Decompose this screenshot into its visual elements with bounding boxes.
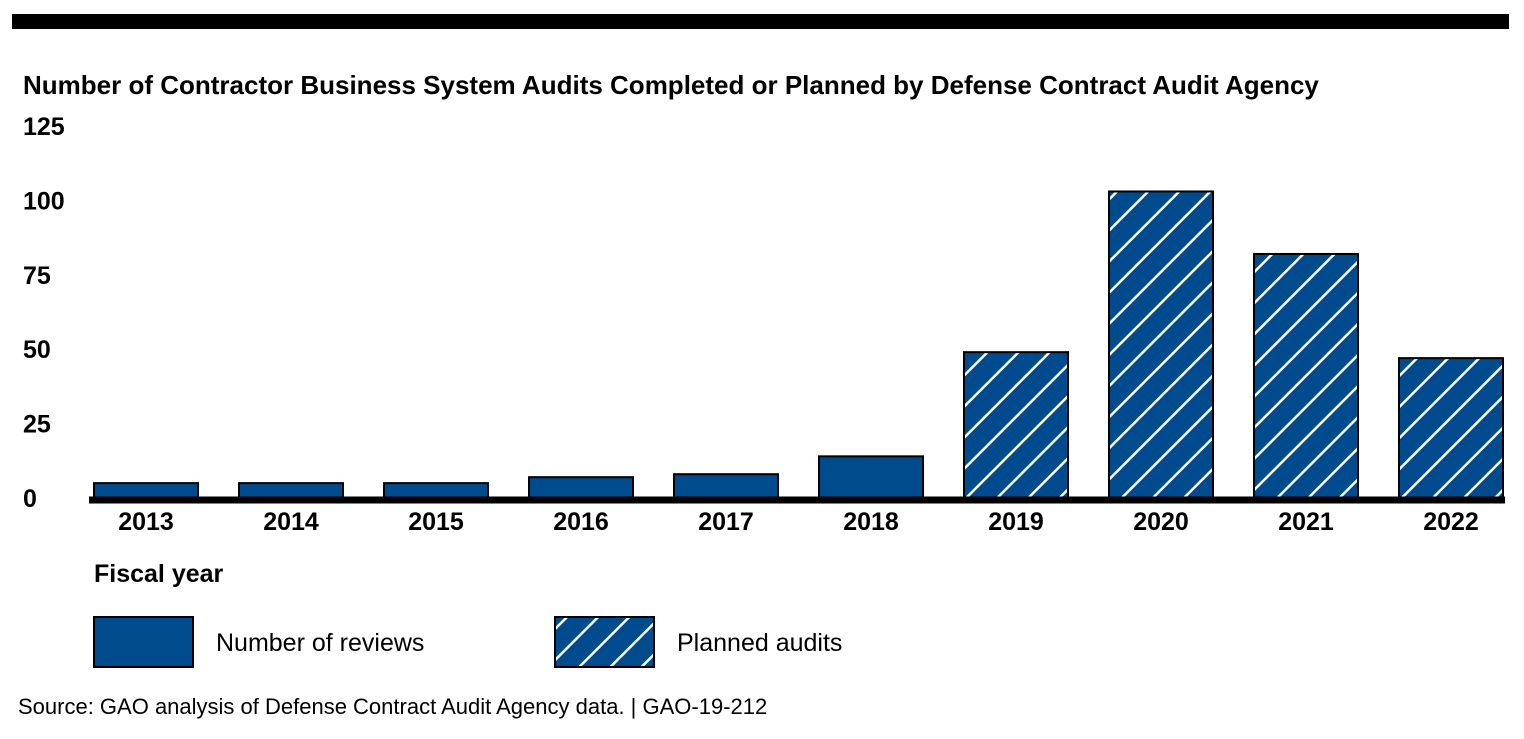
bar-2013	[93, 482, 199, 499]
x-tick-label: 2015	[408, 508, 464, 536]
bar-2014	[238, 482, 344, 499]
x-axis-label: Fiscal year	[94, 560, 224, 588]
bars	[93, 190, 1504, 500]
y-tick-label: 0	[23, 485, 37, 513]
source-note: Source: GAO analysis of Defense Contract…	[18, 694, 768, 719]
bar-2021	[1253, 252, 1359, 499]
legend-label: Planned audits	[677, 629, 842, 657]
bar-2017	[673, 473, 779, 499]
y-axis-ticks: 0 25 50 75 100 125	[23, 113, 65, 513]
legend-label: Number of reviews	[216, 629, 424, 657]
chart-title: Number of Contractor Business System Aud…	[23, 70, 1319, 100]
bar-2016	[528, 476, 634, 499]
x-tick-label: 2013	[118, 508, 174, 536]
x-tick-label: 2019	[988, 508, 1044, 536]
x-tick-label: 2016	[553, 508, 609, 536]
y-tick-label: 75	[23, 262, 51, 290]
bar-2019	[963, 351, 1069, 499]
legend-swatch	[93, 616, 194, 668]
x-axis-ticks: 2013 2014 2015 2016 2017 2018 2019 2020 2021 2022	[118, 508, 1479, 536]
x-tick-label: 2014	[263, 508, 319, 536]
y-tick-label: 50	[23, 336, 51, 364]
bar-2015	[383, 482, 489, 499]
legend: Number of reviews Planned audits	[93, 616, 842, 668]
bar-2018	[818, 455, 924, 499]
bar-2022	[1398, 357, 1504, 499]
x-tick-label: 2017	[698, 508, 754, 536]
y-tick-label: 25	[23, 411, 51, 439]
x-tick-label: 2018	[843, 508, 899, 536]
bar-2020	[1108, 190, 1214, 500]
x-tick-label: 2021	[1278, 508, 1334, 536]
y-tick-label: 125	[23, 113, 65, 141]
x-tick-label: 2022	[1423, 508, 1479, 536]
x-tick-label: 2020	[1133, 508, 1189, 536]
y-tick-label: 100	[23, 187, 65, 215]
legend-swatch	[554, 616, 655, 668]
top-rule	[12, 14, 1509, 29]
